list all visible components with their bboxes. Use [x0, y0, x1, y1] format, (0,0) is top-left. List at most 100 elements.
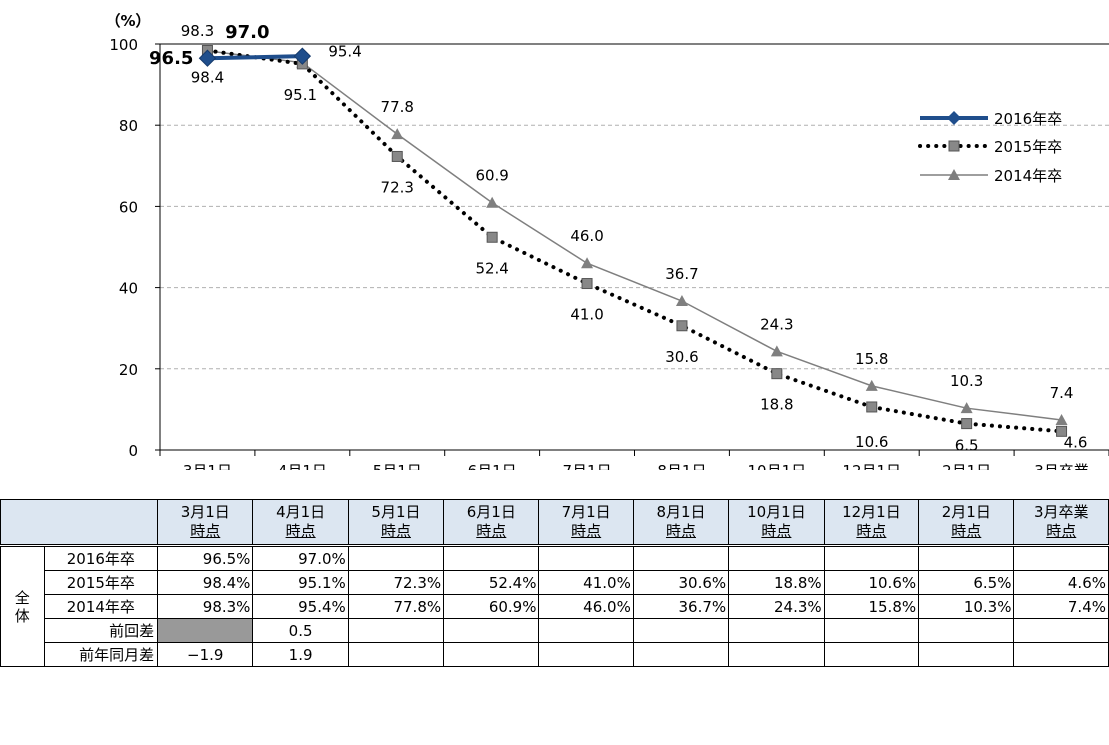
table-cell — [443, 618, 540, 643]
table-cell — [918, 544, 1015, 571]
x-tick-label: 7月1日 — [563, 462, 612, 470]
group-label-char: 全 — [14, 588, 30, 607]
data-label-2014: 60.9 — [475, 167, 508, 185]
y-tick-label: 40 — [119, 280, 138, 298]
data-table: 3月1日 時点 4月1日 時点 5月1日 時点 6月1日 時点 7月1日 時点 8月1日 時点 10月1… — [0, 499, 1109, 667]
y-tick-label: 80 — [119, 117, 138, 135]
table-cell — [443, 544, 540, 571]
header-line-2: 時点 — [190, 522, 221, 540]
series-point-2014 — [581, 257, 594, 269]
table-column-header: 7月1日 時点 — [538, 499, 634, 546]
table-cell: 60.9% — [443, 594, 540, 619]
table-cell — [632, 618, 730, 643]
header-line-2: 時点 — [951, 522, 982, 540]
x-tick-label: 2月1日 — [942, 462, 991, 470]
table-cell — [823, 642, 920, 667]
table-cell: 0.5 — [252, 618, 349, 643]
header-line-2: 時点 — [380, 522, 411, 540]
data-label-2014: 36.7 — [665, 265, 698, 283]
group-label-char: 体 — [14, 606, 30, 625]
x-tick-label: 6月1日 — [468, 462, 517, 470]
table-cell: 15.8% — [823, 594, 920, 619]
table-corner — [0, 499, 159, 546]
table-row: 前回差 0.5 — [1, 618, 1109, 643]
header-line-1: 6月1日 — [466, 503, 516, 521]
table-cell — [728, 642, 825, 667]
table-row-label: 2016年卒 — [43, 544, 159, 571]
table-cell: 77.8% — [347, 594, 445, 619]
x-tick-label: 3月1日 — [183, 462, 232, 470]
x-tick-label: 3月卒業 — [1034, 462, 1089, 470]
header-line-1: 12月1日 — [842, 503, 901, 521]
data-label-2015: 18.8 — [760, 396, 793, 414]
table-row: 前年同月差 −1.9 1.9 — [1, 642, 1109, 667]
table-cell — [918, 642, 1015, 667]
table-row-label: 前回差 — [43, 618, 159, 643]
y-tick-label: 0 — [128, 442, 138, 460]
data-label-2015: 72.3 — [381, 178, 414, 196]
legend-label-2015: 2015年卒 — [994, 138, 1062, 156]
table-column-header: 6月1日 時点 — [443, 499, 540, 546]
table-cell: 72.3% — [347, 570, 445, 595]
series-point-2015 — [486, 231, 498, 243]
table-cell: 24.3% — [728, 594, 825, 619]
table-cell: 98.4% — [157, 570, 254, 595]
series-point-2014 — [675, 294, 688, 306]
table-cell — [443, 642, 540, 667]
header-line-2: 時点 — [665, 522, 696, 540]
y-tick-label: 20 — [119, 361, 138, 379]
data-label-2014: 7.4 — [1050, 384, 1074, 402]
table-cell: 1.9 — [252, 642, 349, 667]
table-cell: 18.8% — [728, 570, 825, 595]
data-label-2015: 95.1 — [284, 86, 317, 104]
header-line-1: 3月卒業 — [1033, 503, 1089, 521]
data-label-2015: 4.6 — [1064, 433, 1088, 451]
table-cell — [823, 544, 920, 571]
series-point-2016 — [293, 47, 312, 65]
legend-label-2014: 2014年卒 — [994, 167, 1062, 185]
table-cell — [347, 544, 445, 571]
data-label-2014: 77.8 — [381, 98, 414, 116]
header-line-2: 時点 — [856, 522, 887, 540]
table-column-header: 3月1日 時点 — [157, 499, 254, 546]
table-row-label: 2014年卒 — [43, 594, 159, 619]
header-line-2: 時点 — [1046, 522, 1077, 540]
header-line-2: 時点 — [571, 522, 602, 540]
table-cell: 41.0% — [538, 570, 634, 595]
data-label-2014: 98.3 — [181, 22, 214, 40]
x-tick-label: 5月1日 — [373, 462, 422, 470]
table-cell: 6.5% — [918, 570, 1015, 595]
header-line-1: 7月1日 — [561, 503, 611, 521]
series-point-2014 — [770, 345, 783, 357]
table-column-header: 4月1日 時点 — [252, 499, 349, 546]
table-row-label: 前年同月差 — [43, 642, 159, 667]
table-cell: 4.6% — [1013, 570, 1109, 595]
data-label-2015: 52.4 — [475, 259, 508, 277]
table-cell — [347, 642, 445, 667]
series-point-2014 — [1055, 413, 1068, 425]
table-row-label: 2015年卒 — [43, 570, 159, 595]
header-line-2: 時点 — [761, 522, 792, 540]
legend-marker-2014 — [948, 169, 960, 180]
table-cell — [918, 618, 1015, 643]
legend-label-2016: 2016年卒 — [994, 110, 1062, 128]
series-point-2015 — [771, 368, 783, 380]
header-line-2: 時点 — [476, 522, 507, 540]
table-cell — [538, 618, 634, 643]
x-tick-label: 10月1日 — [748, 462, 807, 470]
table-column-header: 10月1日 時点 — [728, 499, 825, 546]
x-tick-label: 8月1日 — [657, 462, 706, 470]
table-cell: 10.3% — [918, 594, 1015, 619]
table-cell: 95.1% — [252, 570, 349, 595]
series-point-2014 — [486, 196, 499, 208]
table-cell — [347, 618, 445, 643]
table-cell — [538, 642, 634, 667]
table-column-header: 2月1日 時点 — [918, 499, 1015, 546]
data-label-2015: 41.0 — [570, 306, 603, 324]
table-cell: 95.4% — [252, 594, 349, 619]
series-line-2015 — [205, 48, 1064, 434]
table-cell: 97.0% — [252, 544, 349, 571]
table-header-row: 3月1日 時点 4月1日 時点 5月1日 時点 6月1日 時点 7月1日 時点 8月1日 時点 10月1… — [0, 499, 1109, 546]
data-label-2014: 24.3 — [760, 315, 793, 333]
table-column-header: 12月1日 時点 — [823, 499, 920, 546]
